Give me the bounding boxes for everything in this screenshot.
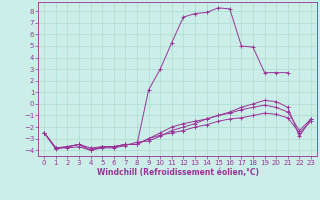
X-axis label: Windchill (Refroidissement éolien,°C): Windchill (Refroidissement éolien,°C) — [97, 168, 259, 177]
